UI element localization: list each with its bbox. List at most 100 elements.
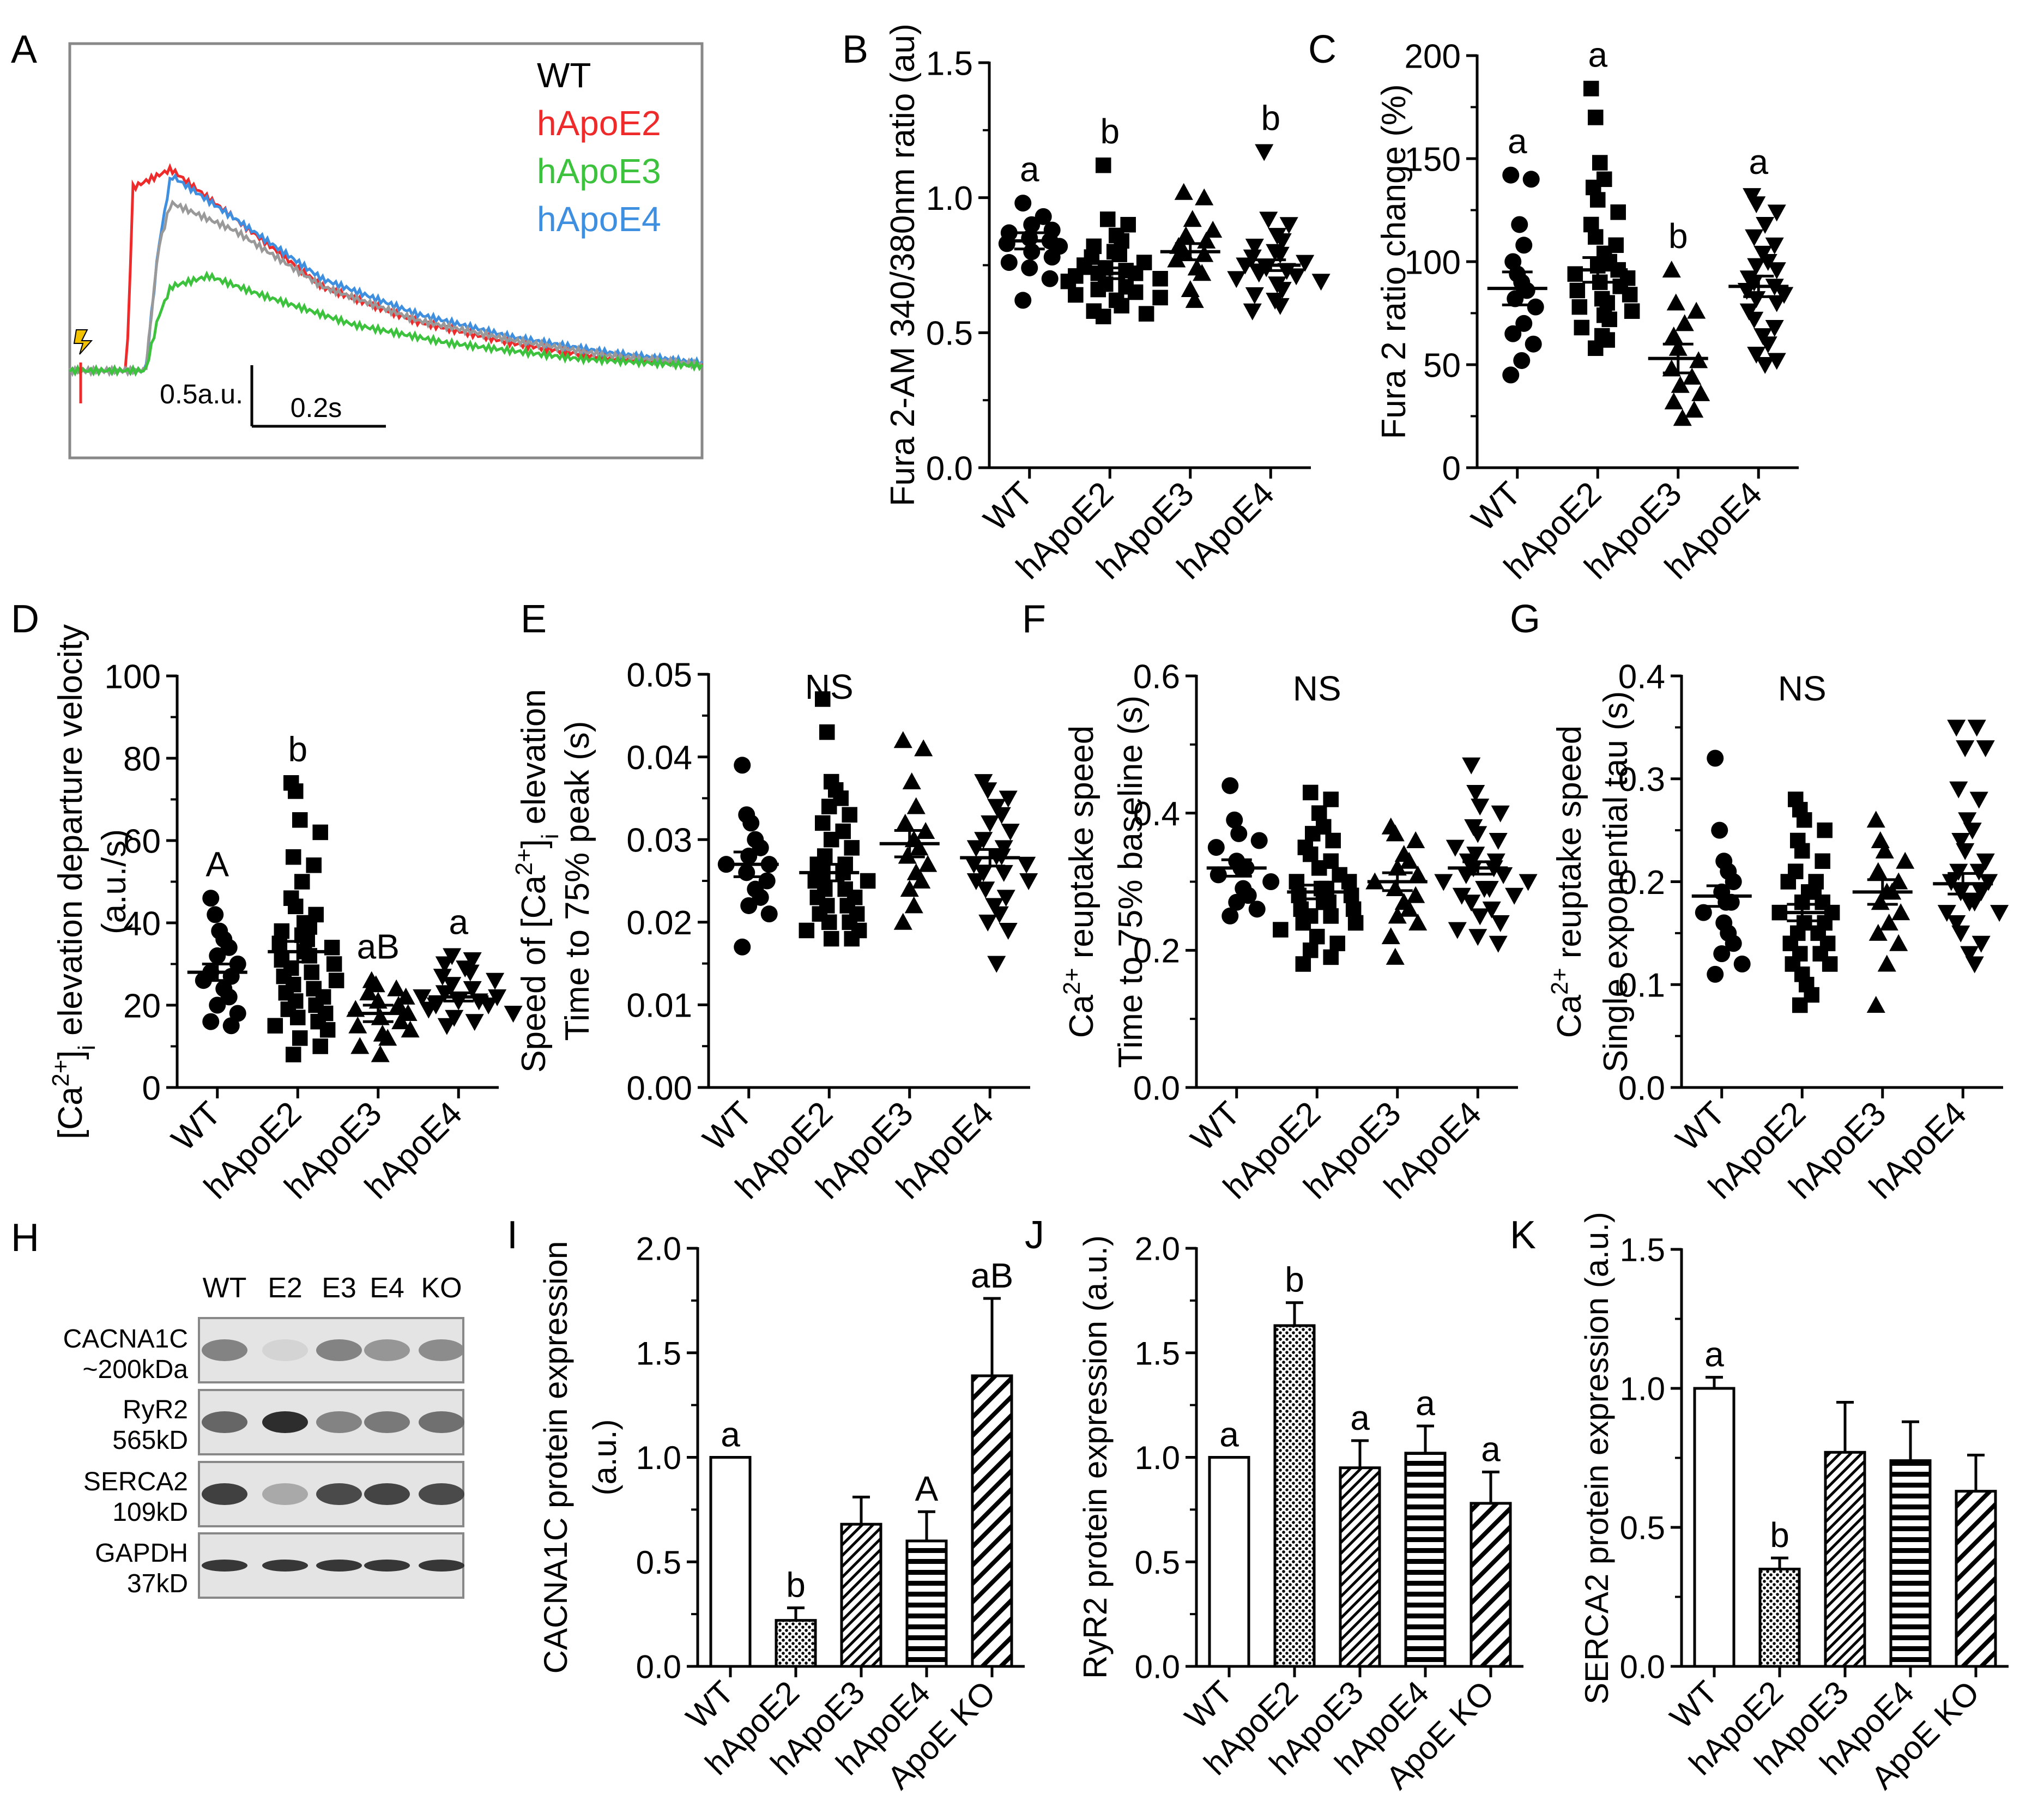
data-point-hapoe2 [1323,908,1339,924]
blot-size-serca2: 109kD [112,1498,188,1527]
data-point-hapoe4 [1271,246,1290,264]
data-point-hapoe4 [1462,895,1481,912]
data-point-hapoe4 [1273,282,1292,299]
data-point-hapoe3 [1889,934,1908,951]
significance-letter: a [721,1415,740,1454]
data-point-hapoe2 [1095,157,1111,173]
data-point-hapoe3 [348,1016,367,1034]
blot-name-ryr2: RyR2 [123,1395,188,1424]
data-point-hapoe4 [1947,915,1966,933]
data-point-wt [1507,290,1524,307]
data-point-wt [1707,750,1724,767]
significance-letter: b [786,1566,806,1605]
data-point-hapoe2 [1319,880,1334,897]
data-point-hapoe4 [1951,925,1970,942]
data-point-hapoe3 [1185,291,1204,308]
data-point-hapoe3 [902,772,921,790]
blot-cacna1c [198,1317,464,1383]
significance-letter: a [1350,1398,1370,1437]
data-point-wt [734,938,751,956]
significance-letter: a [1508,122,1527,161]
data-point-hapoe4 [1245,287,1264,305]
data-point-hapoe3 [1388,907,1407,924]
data-point-hapoe2 [819,724,835,740]
data-point-hapoe2 [1291,887,1307,903]
band-cacna1c-wt [202,1339,247,1361]
y-axis-label-line: Ca2+ reuptake speed [1059,726,1100,1038]
band-serca2-e3 [316,1483,362,1505]
data-point-hapoe4 [1491,805,1510,823]
data-point-hapoe2 [287,898,304,915]
blot-size-gapdh: 37kD [127,1569,188,1598]
data-point-hapoe4 [1747,258,1766,275]
data-point-hapoe4 [463,981,482,998]
data-point-hapoe4 [1965,895,1984,912]
significance-letter: a [1588,35,1607,74]
data-point-hapoe2 [1302,846,1319,862]
data-point-hapoe2 [814,815,831,831]
data-point-hapoe2 [271,935,288,952]
significance-letter: aB [357,927,400,966]
y-tick-label: 0.04 [626,739,692,777]
data-point-wt [220,988,238,1006]
data-point-hapoe3 [1683,367,1702,385]
data-point-hapoe3 [366,975,385,993]
data-point-hapoe2 [1622,287,1638,303]
y-tick-label: 0.5 [926,315,973,353]
data-point-hapoe4 [1296,255,1315,272]
data-point-wt [1221,777,1239,794]
data-point-hapoe3 [1687,301,1706,319]
data-point-hapoe4 [1949,781,1968,799]
data-point-wt [1518,282,1535,299]
data-point-hapoe4 [996,890,1015,907]
y-tick-label: 1.5 [636,1335,681,1371]
blot-name-cacna1c: CACNA1C [63,1325,188,1353]
x-tick-label: WT [165,1095,228,1158]
data-point-hapoe4 [1976,853,1995,871]
data-point-hapoe4 [981,815,1000,832]
data-point-wt [998,235,1015,252]
data-point-hapoe2 [292,812,308,828]
blot-serca2 [198,1461,464,1527]
band-cacna1c-e3 [316,1339,362,1361]
y-tick-label: 0.4 [1618,658,1665,696]
data-point-hapoe2 [1302,784,1319,801]
data-point-wt [1250,832,1268,849]
data-point-hapoe2 [844,930,860,947]
data-point-hapoe3 [1183,210,1202,227]
band-ryr2-ko [419,1411,464,1433]
data-point-hapoe2 [267,1018,283,1034]
data-point-wt [1207,839,1225,856]
data-point-hapoe2 [1090,281,1106,298]
data-point-hapoe2 [1304,826,1321,842]
data-point-hapoe4 [1756,357,1775,374]
data-point-hapoe4 [461,964,480,982]
data-point-hapoe2 [823,831,839,848]
bar-apoe-ko [971,1374,1013,1668]
data-point-hapoe4 [437,1018,456,1035]
data-point-wt [1248,901,1266,918]
data-point-hapoe3 [1666,293,1685,311]
data-point-hapoe3 [1381,927,1400,945]
data-point-hapoe3 [387,979,406,996]
data-point-hapoe4 [999,790,1018,808]
band-gapdh-wt [202,1560,247,1572]
y-tick-label: 0.5 [636,1544,681,1581]
data-point-hapoe2 [326,956,342,972]
data-point-hapoe4 [999,923,1018,940]
data-point-hapoe3 [1662,261,1681,278]
western-blots [198,1317,464,1599]
blot-ryr2 [198,1389,464,1455]
data-point-hapoe3 [1406,886,1425,903]
data-point-hapoe3 [914,739,933,757]
y-axis-label: [Ca2+]i elevation departure velocity [48,624,100,1139]
data-point-hapoe2 [1817,822,1833,838]
significance-letter: a [1219,1415,1239,1454]
bar-hapoe2 [1758,1568,1801,1668]
data-point-hapoe3 [1195,188,1214,206]
data-point-hapoe3 [912,871,931,889]
data-point-hapoe4 [1480,881,1499,898]
data-point-hapoe2 [1822,956,1838,972]
data-point-hapoe3 [1889,872,1908,890]
significance-letter: b [1770,1515,1789,1555]
